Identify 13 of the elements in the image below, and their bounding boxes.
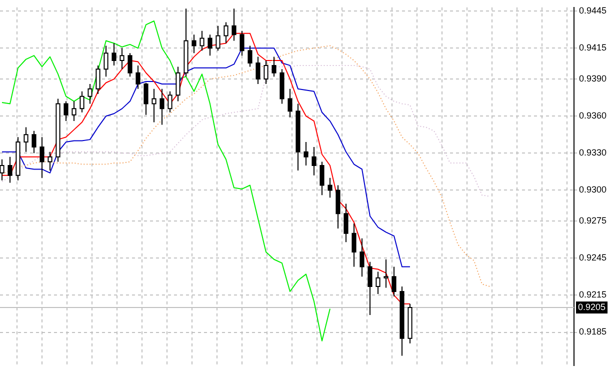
line-series [2, 45, 490, 288]
y-tick-label: 0.9215 [579, 290, 607, 300]
line-series [2, 64, 490, 197]
y-tick-label: 0.9275 [579, 216, 607, 226]
y-tick-label: 0.9360 [579, 110, 607, 121]
y-tick-label: 0.9300 [579, 184, 607, 195]
y-tick-label: 0.9415 [579, 42, 607, 53]
y-tick-label: 0.9185 [579, 326, 607, 337]
y-tick-label: 0.9245 [579, 252, 607, 263]
y-tick-label: 0.9390 [579, 74, 607, 84]
y-tick-label: 0.9330 [579, 148, 607, 158]
ref-line-label: 0.9205 [578, 302, 606, 312]
y-tick-label: 0.9445 [579, 6, 607, 16]
